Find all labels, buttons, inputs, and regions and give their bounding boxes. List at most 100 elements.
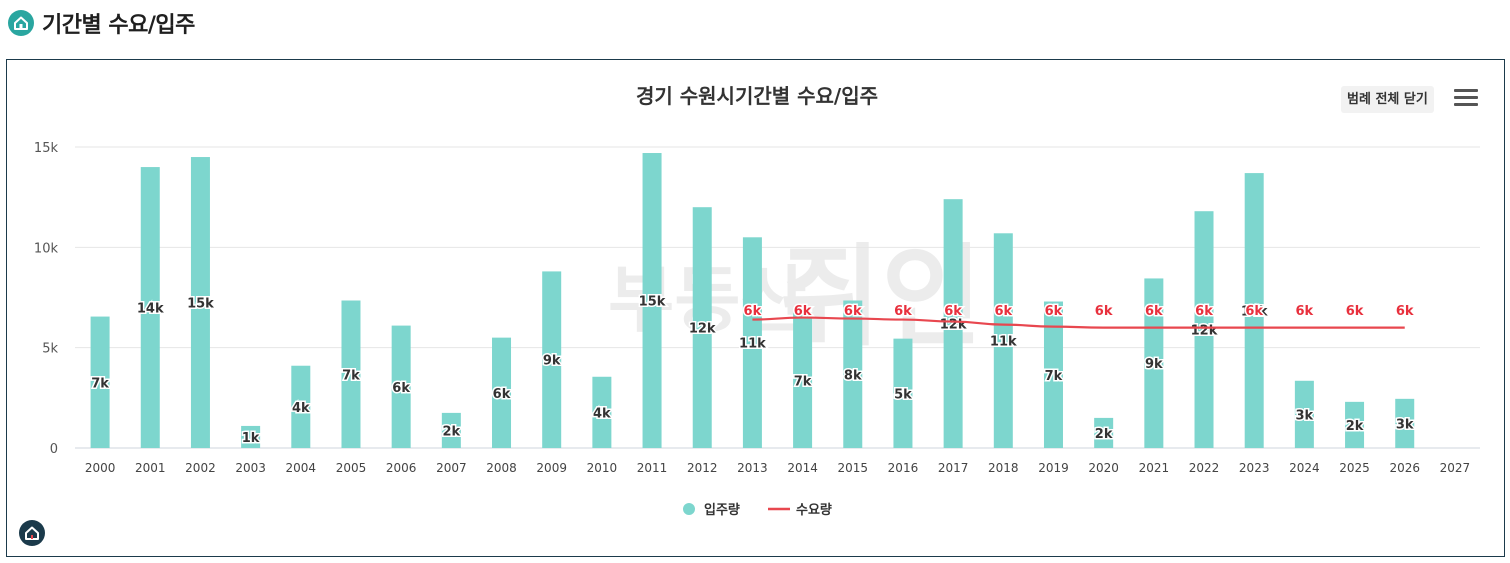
- bar: [542, 271, 562, 448]
- x-tick-label: 2005: [336, 461, 367, 475]
- line-data-label: 6k: [744, 304, 762, 319]
- site-logo-icon: [19, 520, 45, 546]
- line-data-label: 6k: [1396, 304, 1414, 319]
- y-axis: 0 5k 10k 15k: [34, 141, 59, 457]
- legend-bar-marker: [683, 503, 695, 515]
- line-data-label: 6k: [1296, 304, 1314, 319]
- bar-data-label: 7k: [91, 376, 109, 391]
- bar: [241, 425, 261, 448]
- bar: [1194, 211, 1214, 448]
- x-tick-label: 2025: [1339, 461, 1370, 475]
- legend-toggle-button[interactable]: 범례 전체 닫기: [1341, 86, 1434, 113]
- demand-line: [752, 316, 1405, 329]
- bar-data-label: 6k: [493, 387, 511, 402]
- line-series: [752, 316, 1405, 329]
- x-tick-label: 2015: [837, 461, 868, 475]
- line-data-label: 6k: [944, 304, 962, 319]
- chart-title: 경기 수원시기간별 수요/입주: [636, 84, 878, 108]
- x-tick-label: 2020: [1088, 461, 1119, 475]
- x-tick-label: 2001: [135, 461, 166, 475]
- bar-data-label: 2k: [1346, 419, 1364, 434]
- bar: [993, 233, 1013, 448]
- home-icon: [8, 10, 34, 36]
- bar: [140, 167, 160, 449]
- y-tick-label: 0: [50, 442, 58, 457]
- bar-data-label: 15k: [639, 295, 666, 310]
- x-tick-label: 2022: [1189, 461, 1220, 475]
- line-labels: 6k 6k 6k 6k 6k 6k 6k 6k 6k 6k 6k 6k 6k 6k: [742, 303, 1415, 321]
- bar-data-label: 8k: [844, 368, 862, 383]
- x-tick-label: 2023: [1239, 461, 1270, 475]
- x-tick-label: 2006: [386, 461, 417, 475]
- x-tick-label: 2003: [235, 461, 266, 475]
- bar: [592, 376, 612, 448]
- line-data-label: 6k: [1195, 304, 1213, 319]
- x-tick-label: 2000: [85, 461, 116, 475]
- bar: [692, 207, 712, 448]
- y-tick-label: 10k: [34, 241, 59, 256]
- bar: [1094, 417, 1114, 448]
- x-tick-label: 2004: [286, 461, 317, 475]
- bar-data-label: 2k: [1095, 427, 1113, 442]
- line-data-label: 6k: [894, 304, 912, 319]
- x-tick-label: 2002: [185, 461, 216, 475]
- page-header: 기간별 수요/입주: [8, 6, 195, 40]
- bar: [441, 412, 461, 448]
- x-tick-label: 2021: [1139, 461, 1170, 475]
- x-tick-label: 2017: [938, 461, 969, 475]
- line-data-label: 6k: [1095, 304, 1113, 319]
- line-data-label: 6k: [844, 304, 862, 319]
- bar: [291, 365, 311, 448]
- bar: [90, 316, 110, 448]
- bar-data-label: 9k: [543, 354, 561, 369]
- x-tick-label: 2018: [988, 461, 1019, 475]
- bar-data-label: 11k: [990, 335, 1017, 350]
- bar-data-label: 4k: [292, 401, 310, 416]
- line-data-label: 6k: [794, 304, 812, 319]
- x-tick-label: 2011: [637, 461, 668, 475]
- bar-data-label: 9k: [1145, 357, 1163, 372]
- bar: [1043, 301, 1063, 448]
- page-title: 기간별 수요/입주: [42, 13, 195, 38]
- line-data-label: 6k: [1346, 304, 1364, 319]
- hamburger-menu-icon[interactable]: [1454, 89, 1478, 109]
- bar-data-label: 3k: [1396, 417, 1414, 432]
- legend: 입주량 수요량: [683, 503, 832, 518]
- bar-data-label: 15k: [187, 297, 214, 312]
- x-tick-label: 2012: [687, 461, 718, 475]
- x-tick-label: 2010: [587, 461, 618, 475]
- bar: [1294, 380, 1314, 448]
- bar-data-label: 12k: [689, 322, 716, 337]
- x-tick-label: 2014: [787, 461, 818, 475]
- bar: [642, 153, 662, 448]
- bar: [1244, 173, 1264, 448]
- line-data-label: 6k: [994, 304, 1012, 319]
- bar: [943, 199, 963, 448]
- bar: [1395, 398, 1415, 448]
- x-tick-label: 2008: [486, 461, 517, 475]
- bar-data-label: 6k: [392, 381, 410, 396]
- bar: [190, 157, 210, 449]
- bar: [341, 300, 361, 448]
- x-tick-label: 2019: [1038, 461, 1069, 475]
- bar: [742, 237, 762, 448]
- y-tick-label: 5k: [42, 342, 58, 357]
- legend-bar-label: 입주량: [704, 503, 740, 518]
- legend-line-label: 수요량: [796, 503, 832, 518]
- bar-data-label: 12k: [1191, 324, 1218, 339]
- x-tick-label: 2027: [1440, 461, 1471, 475]
- x-tick-label: 2024: [1289, 461, 1320, 475]
- bar: [492, 337, 512, 448]
- bar-data-label: 5k: [894, 387, 912, 402]
- bar-data-label: 7k: [342, 368, 360, 383]
- bar: [391, 325, 411, 448]
- bar-data-label: 12k: [940, 318, 967, 333]
- bar-data-label: 14k: [1241, 305, 1268, 320]
- x-tick-label: 2013: [737, 461, 768, 475]
- x-tick-label: 2016: [888, 461, 919, 475]
- bar-data-label: 7k: [1045, 369, 1063, 384]
- bar: [1345, 401, 1365, 448]
- bar-data-label: 14k: [137, 302, 164, 317]
- bar-data-label: 2k: [442, 424, 460, 439]
